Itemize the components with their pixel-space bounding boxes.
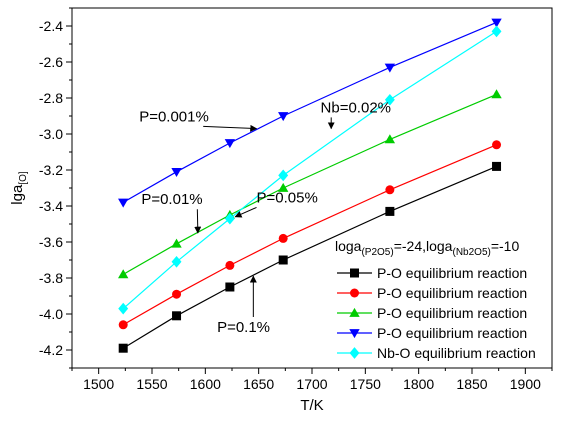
data-point xyxy=(225,282,235,292)
legend-item: P-O equilibrium reaction xyxy=(337,285,527,301)
series xyxy=(118,161,502,353)
series xyxy=(118,89,502,279)
data-point xyxy=(171,238,182,248)
data-point xyxy=(118,269,129,279)
legend-entries: P-O equilibrium reaction P-O equilibrium … xyxy=(337,265,536,361)
series xyxy=(118,140,502,330)
data-point xyxy=(278,233,288,243)
legend-title: loga(P2O5)=-24,loga(Nb2O5)=-10 xyxy=(335,238,519,258)
series-line xyxy=(122,144,497,326)
legend-label: P-O equilibrium reaction xyxy=(377,285,527,301)
data-point xyxy=(118,302,129,315)
legend-swatch-marker xyxy=(349,329,360,339)
series-line xyxy=(122,93,497,275)
series xyxy=(118,25,502,315)
data-point xyxy=(492,161,502,171)
data-point xyxy=(384,93,395,106)
data-point xyxy=(385,185,395,195)
data-point xyxy=(385,206,395,216)
annotation: P=0.05% xyxy=(234,189,318,218)
legend-item: Nb-O equilibrium reaction xyxy=(337,345,536,361)
y-axis-ticks: -4.2 -4.0 -3.8 -3.6 -3.4 -3.2 -3.0 -2.8 -2.6 -2.4 xyxy=(39,7,72,369)
annotation-label: P=0.1% xyxy=(217,319,270,336)
annotation: Nb=0.02% xyxy=(321,99,391,130)
x-axis-ticks: 1500 1550 1600 1650 1700 1750 1800 1850 1900 xyxy=(71,368,553,392)
data-point xyxy=(492,140,502,150)
legend-item: P-O equilibrium reaction xyxy=(337,305,527,321)
y-axis-title-sub: [O] xyxy=(18,171,29,185)
y-tick-label: -4.0 xyxy=(39,306,63,322)
y-tick-label: -3.8 xyxy=(39,270,63,286)
annotation-label: Nb=0.02% xyxy=(321,99,391,116)
legend-item: P-O equilibrium reaction xyxy=(337,325,527,341)
y-tick-label: -3.6 xyxy=(39,234,63,250)
y-tick-label: -2.8 xyxy=(39,90,63,106)
y-axis-title-main: lga xyxy=(9,184,26,205)
x-tick-label: 1900 xyxy=(510,376,541,392)
annotation: P=0.01% xyxy=(141,191,203,234)
x-tick-label: 1650 xyxy=(243,376,274,392)
annotation-arrow xyxy=(194,209,202,234)
legend-item: P-O equilibrium reaction xyxy=(337,265,527,281)
legend-label: P-O equilibrium reaction xyxy=(377,325,527,341)
data-point xyxy=(384,134,396,144)
y-tick-label: -2.4 xyxy=(39,18,63,34)
data-point xyxy=(278,255,288,265)
data-point xyxy=(224,212,235,225)
data-point xyxy=(224,139,236,149)
y-axis-title: lga[O] xyxy=(9,171,29,205)
annotation-label: P=0.001% xyxy=(139,108,209,125)
y-tick-label: -2.6 xyxy=(39,54,63,70)
series-line xyxy=(122,165,497,349)
x-tick-label: 1500 xyxy=(83,376,114,392)
legend-label: P-O equilibrium reaction xyxy=(377,305,527,321)
data-point xyxy=(118,320,128,330)
legend-label: Nb-O equilibrium reaction xyxy=(377,345,536,361)
legend-swatch-marker xyxy=(350,288,359,298)
annotation-label: P=0.01% xyxy=(141,191,202,208)
legend-swatch-marker xyxy=(349,347,360,359)
annotation-layer: P=0.001% Nb=0.02% P=0.01% P=0.05% P=0.1% xyxy=(139,99,391,336)
annotation-arrow xyxy=(234,206,257,218)
y-tick-label: -4.2 xyxy=(39,342,63,358)
series-line xyxy=(122,30,497,310)
y-tick-label: -3.0 xyxy=(39,126,63,142)
x-tick-label: 1700 xyxy=(296,376,327,392)
x-tick-label: 1600 xyxy=(190,376,221,392)
data-point xyxy=(172,311,182,321)
annotation-arrow xyxy=(203,124,258,132)
data-point xyxy=(278,112,289,122)
legend-swatch-marker xyxy=(349,307,360,317)
x-axis-title: T/K xyxy=(300,397,323,414)
x-tick-label: 1550 xyxy=(136,376,167,392)
data-point xyxy=(171,167,182,177)
data-point xyxy=(491,89,502,99)
data-point xyxy=(278,169,289,182)
data-point xyxy=(225,260,235,270)
annotation: P=0.001% xyxy=(139,108,258,132)
legend-label: P-O equilibrium reaction xyxy=(377,265,527,281)
annotation-label: P=0.05% xyxy=(257,189,318,206)
data-point xyxy=(491,18,502,28)
y-tick-label: -3.2 xyxy=(39,162,63,178)
series-layer xyxy=(118,18,502,353)
data-point xyxy=(172,289,182,299)
data-point xyxy=(171,255,182,268)
data-point xyxy=(491,25,502,38)
y-tick-label: -3.4 xyxy=(39,198,63,214)
data-point xyxy=(118,198,129,208)
data-point xyxy=(384,63,396,73)
x-tick-label: 1750 xyxy=(350,376,381,392)
annotation: P=0.1% xyxy=(217,275,270,336)
x-tick-label: 1800 xyxy=(403,376,434,392)
data-point xyxy=(278,182,289,192)
x-tick-label: 1850 xyxy=(456,376,487,392)
data-point xyxy=(118,343,128,353)
legend: loga(P2O5)=-24,loga(Nb2O5)=-10 P-O equil… xyxy=(335,238,536,361)
legend-swatch-marker xyxy=(350,268,359,278)
